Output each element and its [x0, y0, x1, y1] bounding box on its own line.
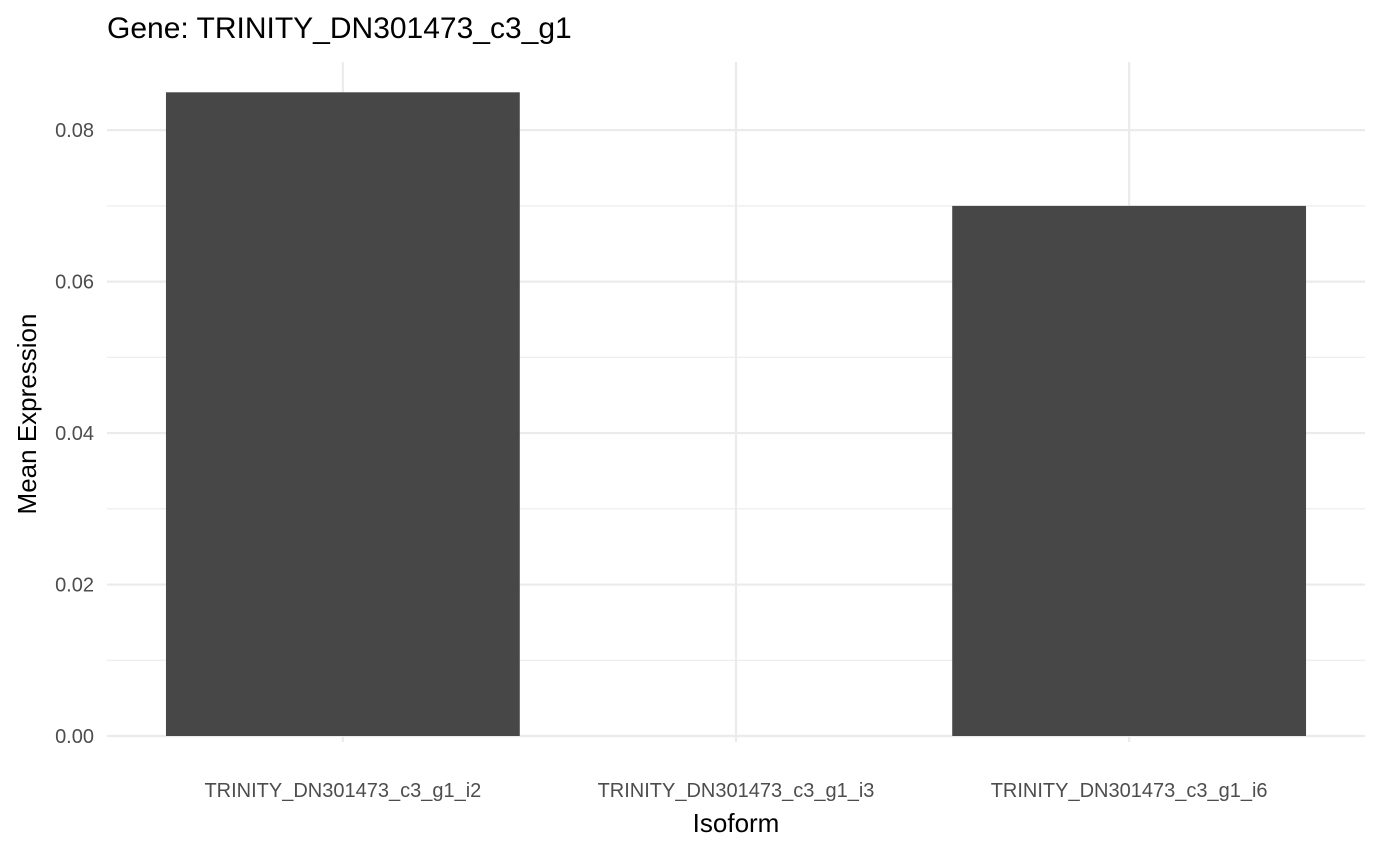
chart-title: Gene: TRINITY_DN301473_c3_g1	[107, 12, 572, 45]
bars	[165, 92, 1307, 737]
y-axis-ticks: 0.00 0.02 0.04 0.06 0.08	[55, 120, 94, 748]
x-tick-label: TRINITY_DN301473_c3_g1_i2	[204, 780, 481, 802]
x-axis-ticks: TRINITY_DN301473_c3_g1_i2 TRINITY_DN30147…	[204, 780, 1267, 802]
x-tick-label: TRINITY_DN301473_c3_g1_i6	[991, 780, 1268, 802]
y-tick-label: 0.02	[55, 575, 94, 597]
bar-TRINITY_DN301473_c3_g1_i2	[165, 92, 520, 737]
y-tick-label: 0.06	[55, 272, 94, 294]
x-tick-label: TRINITY_DN301473_c3_g1_i3	[598, 780, 875, 802]
bar-TRINITY_DN301473_c3_g1_i6	[952, 205, 1307, 736]
y-tick-label: 0.04	[55, 423, 94, 445]
x-axis-title: Isoform	[693, 808, 780, 838]
y-tick-label: 0.00	[55, 726, 94, 748]
y-tick-label: 0.08	[55, 120, 94, 142]
y-axis-title: Mean Expression	[12, 314, 42, 515]
